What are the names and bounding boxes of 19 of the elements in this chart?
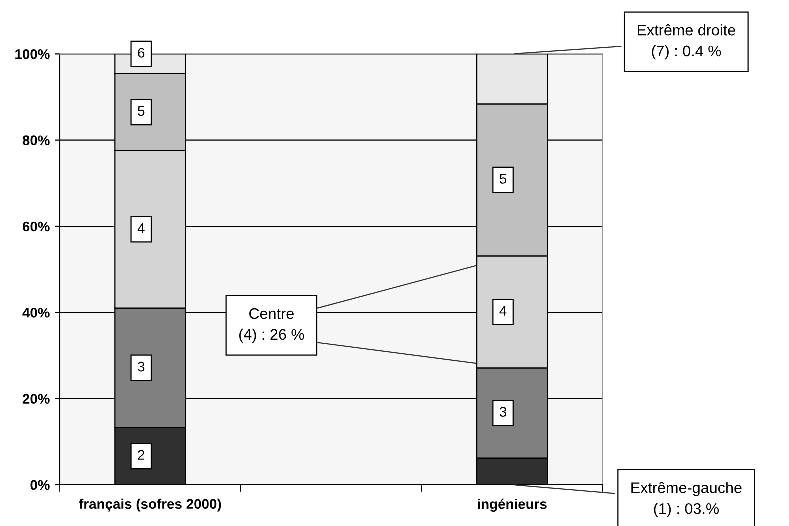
- annotation: 3: [138, 362, 145, 372]
- x-tick-label: ingénieurs: [478, 498, 547, 512]
- annotation: Extrême droite (7) : 0.4 %: [638, 24, 736, 60]
- y-tick-label: 80%: [22, 136, 50, 146]
- annotation: Centre (4) : 26 %: [240, 308, 304, 344]
- y-tick-label: 40%: [22, 308, 50, 318]
- annotation: 4: [500, 306, 507, 316]
- y-tick-label: 100%: [16, 50, 50, 60]
- annotation: Extrême-gauche (1) : 03.%: [632, 482, 742, 518]
- y-tick-label: 0%: [30, 480, 50, 490]
- annotation: 3: [500, 407, 507, 417]
- annotation: 5: [500, 174, 507, 184]
- annotation: 2: [138, 450, 145, 460]
- annotation: 4: [138, 224, 145, 234]
- annotation: 6: [138, 48, 145, 58]
- x-tick-label: français (sofres 2000): [79, 498, 222, 512]
- y-tick-label: 60%: [22, 222, 50, 232]
- annotation: 5: [138, 106, 145, 116]
- y-tick-label: 20%: [22, 394, 50, 404]
